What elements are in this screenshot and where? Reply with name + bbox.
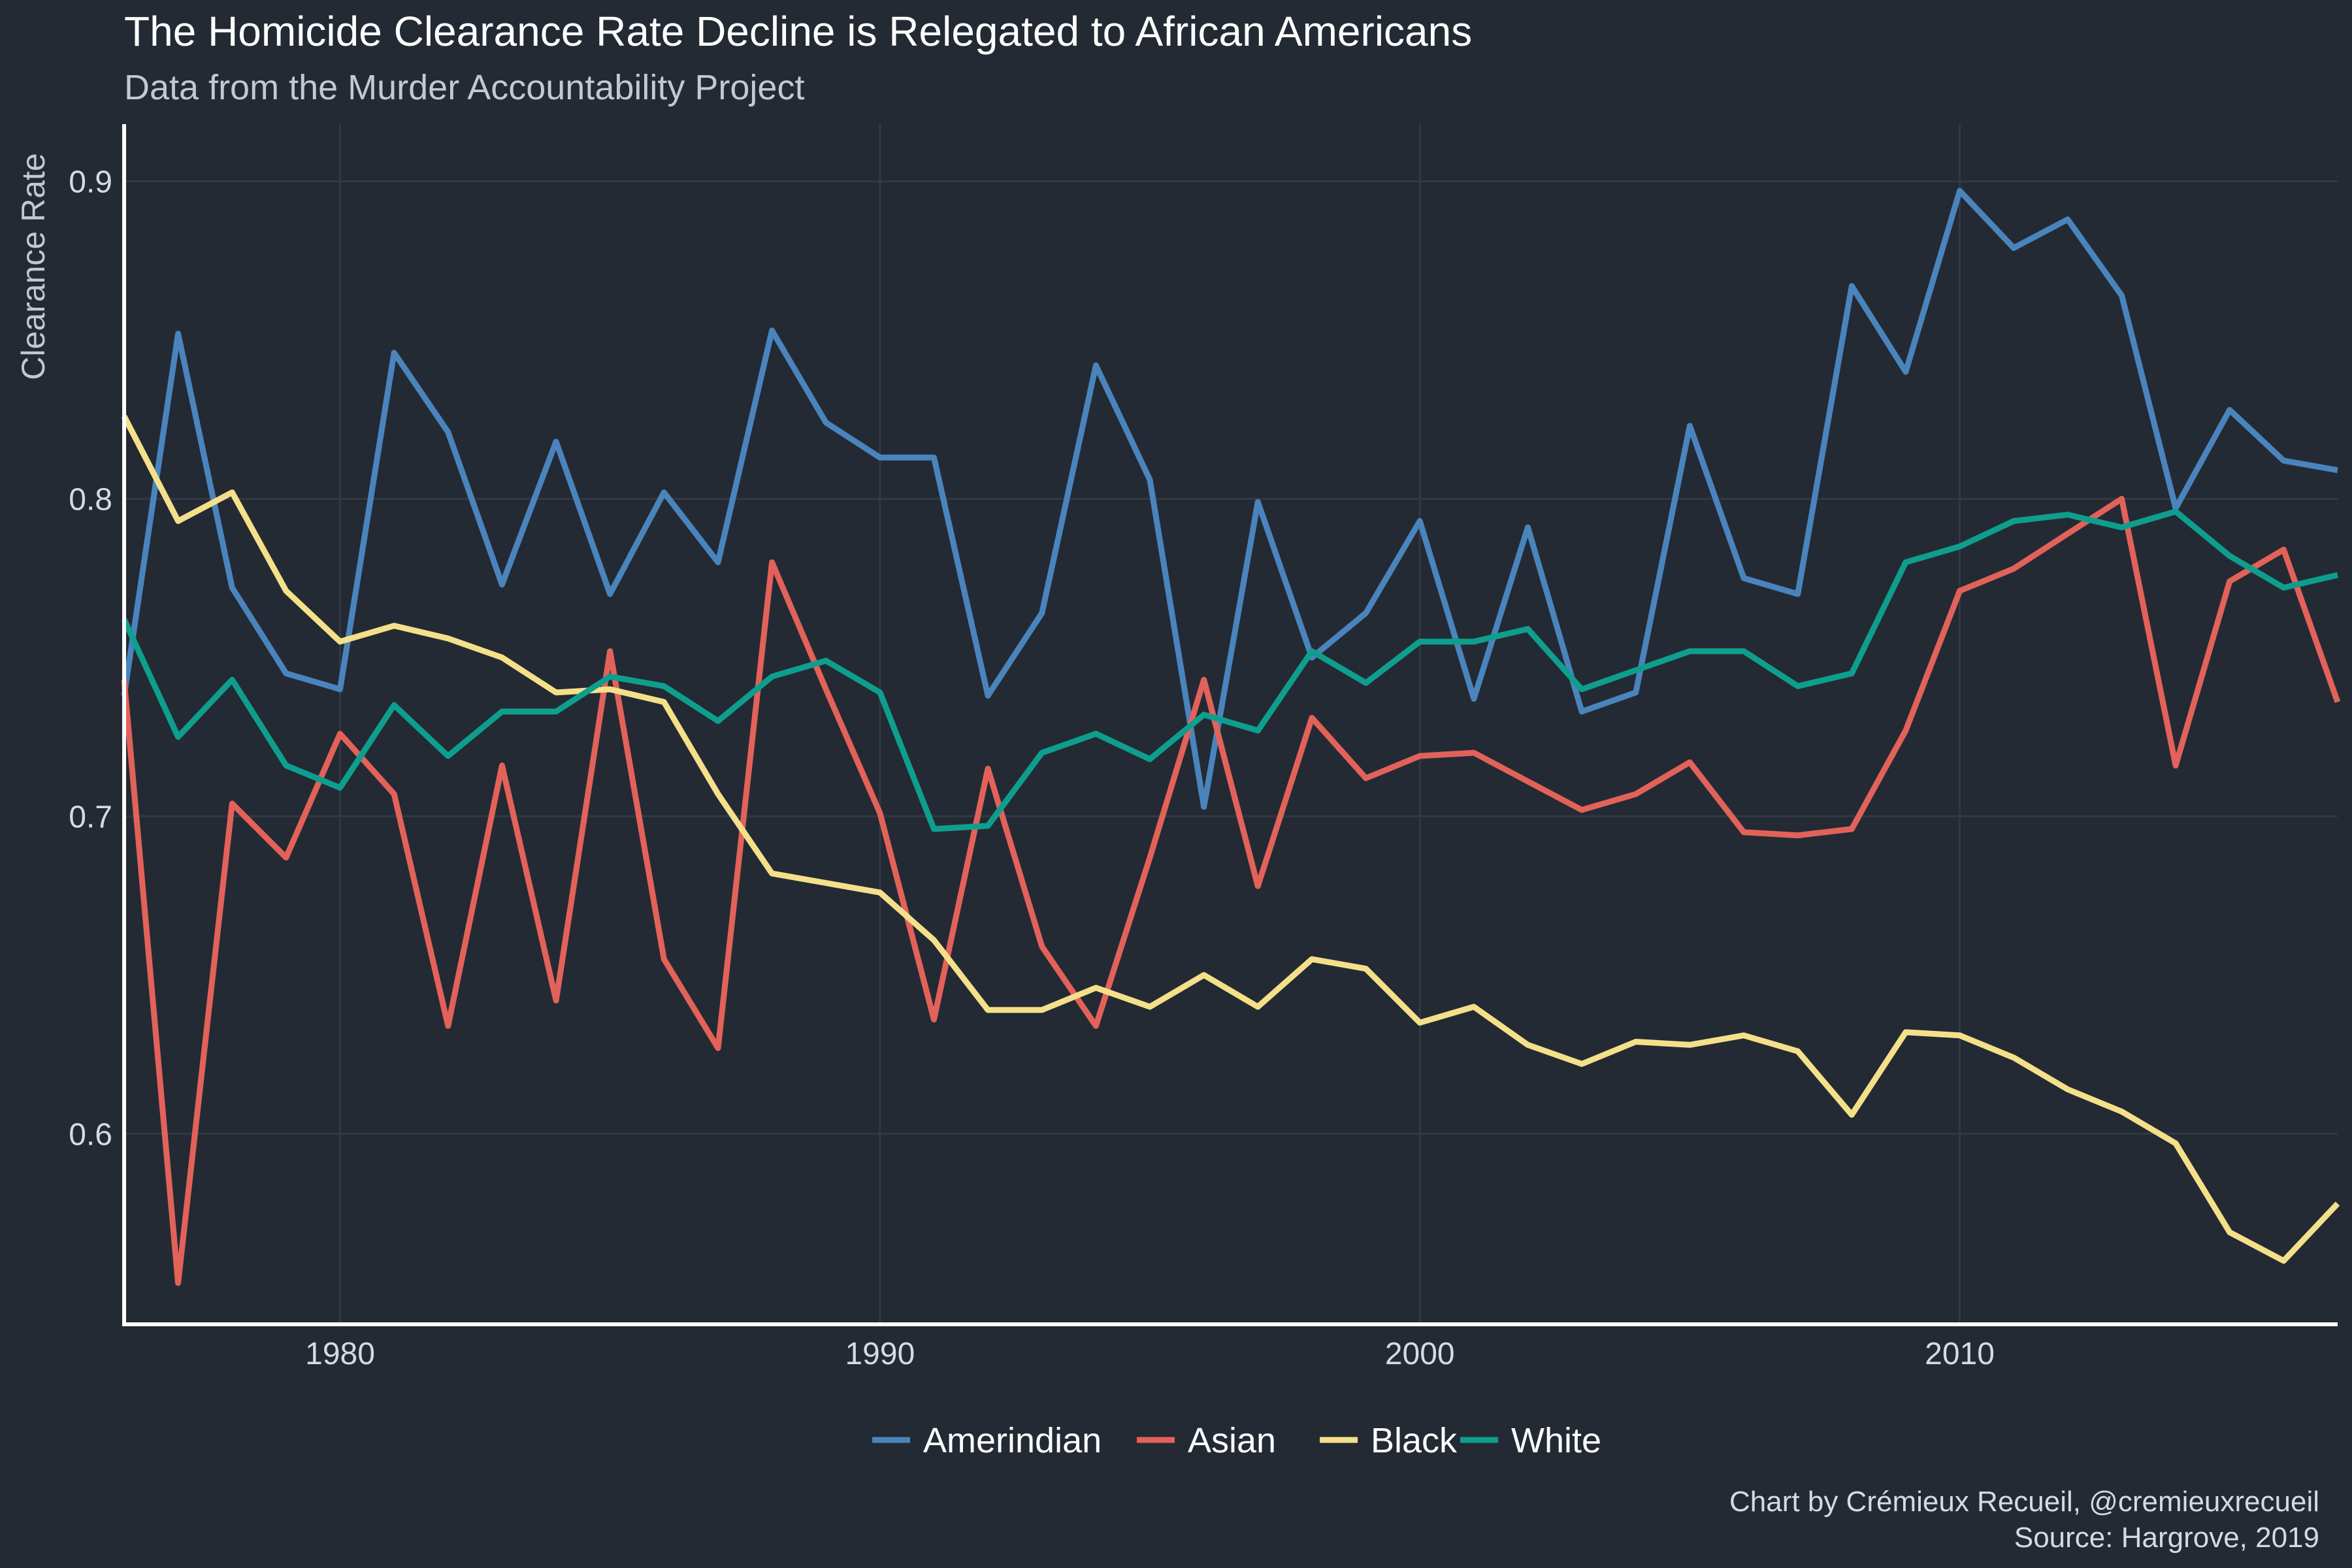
legend: Amerindian Asian Black White <box>872 1421 1601 1460</box>
y-tick-label: 0.8 <box>69 482 112 517</box>
caption-credit: Chart by Crémieux Recueil, @cremieuxrecu… <box>1729 1486 2319 1518</box>
series-line-amerindian <box>121 188 2338 810</box>
series-line-black <box>121 415 2340 1264</box>
chart-title: The Homicide Clearance Rate Decline is R… <box>124 8 1472 55</box>
legend-label-asian: Asian <box>1188 1421 1276 1460</box>
x-tick-label: 2010 <box>1925 1337 1995 1371</box>
x-axis-ticks: 1980 1990 2000 2010 <box>305 1337 1995 1371</box>
series-lines <box>121 188 2341 1286</box>
y-tick-label: 0.6 <box>69 1117 112 1152</box>
x-tick-label: 1990 <box>845 1337 915 1371</box>
legend-label-black: Black <box>1371 1421 1458 1460</box>
y-axis-title: Clearance Rate <box>15 153 52 380</box>
y-tick-label: 0.9 <box>69 165 112 199</box>
chart-subtitle: Data from the Murder Accountability Proj… <box>124 68 804 107</box>
y-axis-ticks: 0.6 0.7 0.8 0.9 <box>69 165 112 1152</box>
x-tick-label: 1980 <box>305 1337 375 1371</box>
x-tick-label: 2000 <box>1385 1337 1455 1371</box>
series-line-asian <box>121 496 2341 1286</box>
legend-label-white: White <box>1511 1421 1601 1460</box>
series-line-white <box>121 508 2339 832</box>
y-tick-label: 0.7 <box>69 800 112 834</box>
legend-label-amerindian: Amerindian <box>923 1421 1102 1460</box>
caption-source: Source: Hargrove, 2019 <box>2014 1522 2319 1554</box>
